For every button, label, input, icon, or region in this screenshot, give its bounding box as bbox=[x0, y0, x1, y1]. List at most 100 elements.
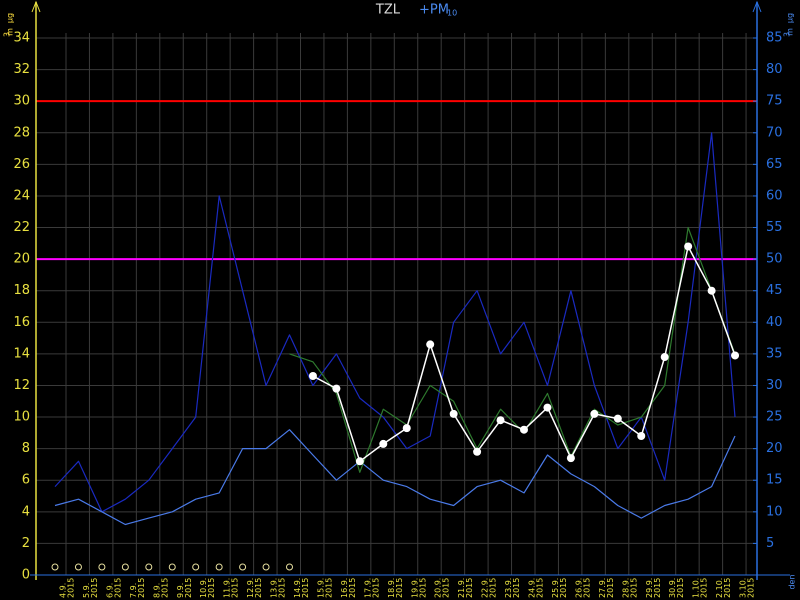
x-tick-label: 10.9. bbox=[199, 578, 208, 598]
x-tick-label: 21.9. bbox=[457, 578, 466, 598]
point bbox=[496, 416, 505, 425]
unit-den: m bbox=[6, 28, 15, 36]
x-tick-label: 28.9. bbox=[621, 578, 630, 598]
x-tick-label: 14.9. bbox=[293, 578, 302, 598]
point bbox=[449, 409, 458, 418]
x-tick-label: 25.9. bbox=[551, 578, 560, 598]
missing-marker bbox=[74, 563, 82, 571]
x-tick-label: 2015 bbox=[395, 578, 404, 598]
missing-marker bbox=[239, 563, 247, 571]
x-tick-label: 2015 bbox=[700, 578, 709, 598]
x-tick-label: 9.9. bbox=[176, 583, 185, 598]
x-tick-label: 16.9. bbox=[340, 578, 349, 598]
x-tick-label: 2015 bbox=[278, 578, 287, 598]
x-tick-label: 1.10. bbox=[692, 578, 701, 598]
x-tick-label: 2015 bbox=[465, 578, 474, 598]
x-tick-label: 7.9. bbox=[129, 583, 138, 598]
missing-marker bbox=[286, 563, 293, 571]
y-tick-label: 6 bbox=[22, 473, 30, 488]
x-tick-label: 26.9. bbox=[574, 578, 583, 598]
y2-tick-label: 25 bbox=[766, 410, 783, 425]
y-unit: μg m 3 bbox=[3, 13, 15, 37]
y-tick-label: 8 bbox=[22, 441, 30, 456]
y-tick-label: 34 bbox=[13, 31, 30, 46]
y2-tick-label: 30 bbox=[766, 378, 783, 393]
x-tick-label: 2015 bbox=[371, 578, 380, 598]
point bbox=[308, 371, 317, 380]
title-tzl: TZL bbox=[375, 3, 401, 18]
missing-marker bbox=[262, 563, 270, 571]
x-tick-label: 5.9. bbox=[82, 583, 91, 598]
x-tick-label: 2015 bbox=[90, 578, 99, 598]
missing-marker bbox=[121, 563, 129, 571]
y-tick-label: 2 bbox=[22, 536, 30, 551]
missing-marker bbox=[51, 563, 59, 571]
point bbox=[707, 286, 716, 295]
unit-exp: 3 bbox=[3, 32, 12, 37]
x-label: den bbox=[788, 574, 797, 589]
point bbox=[355, 457, 364, 466]
y2-tick-label: 15 bbox=[766, 473, 783, 488]
x-tick-label: 2015 bbox=[324, 578, 333, 598]
y-tick-label: 12 bbox=[13, 378, 30, 393]
x-tick-label: 3.10. bbox=[739, 578, 748, 598]
x-tick-label: 2015 bbox=[536, 578, 545, 598]
y2-tick-label: 5 bbox=[766, 536, 774, 551]
x-tick-label: 19.9. bbox=[410, 578, 419, 598]
point bbox=[473, 447, 482, 456]
y2-tick-label: 70 bbox=[766, 125, 783, 140]
y2-tick-label: 10 bbox=[766, 504, 783, 519]
y-tick-label: 24 bbox=[13, 188, 30, 203]
x-tick-label: 23.9. bbox=[504, 578, 513, 598]
y-tick-label: 30 bbox=[13, 94, 30, 109]
y-tick-label: 22 bbox=[13, 220, 30, 235]
x-tick-label: 20.9. bbox=[434, 578, 443, 598]
y2-tick-label: 60 bbox=[766, 188, 783, 203]
x-tick-label: 2015 bbox=[629, 578, 638, 598]
x-tick-label: 8.9. bbox=[152, 583, 161, 598]
x-tick-label: 2015 bbox=[67, 578, 76, 598]
y2-tick-label: 55 bbox=[766, 220, 783, 235]
x-tick-label: 2015 bbox=[676, 578, 685, 598]
point bbox=[660, 353, 669, 362]
y-tick-label: 16 bbox=[13, 315, 30, 330]
x-tick-label: 2015 bbox=[231, 578, 240, 598]
x-tick-label: 4.9. bbox=[59, 583, 68, 598]
x-tick-label: 2015 bbox=[184, 578, 193, 598]
x-tick-label: 2015 bbox=[512, 578, 521, 598]
x-tick-label: 2015 bbox=[606, 578, 615, 598]
y2-tick-label: 20 bbox=[766, 441, 783, 456]
missing-marker bbox=[192, 563, 200, 571]
point bbox=[543, 403, 552, 412]
y-axis-arrow bbox=[31, 0, 41, 13]
y-tick-label: 26 bbox=[13, 157, 30, 172]
point bbox=[590, 409, 599, 418]
x-tick-label: 17.9. bbox=[363, 578, 372, 598]
x-tick-label: 2015 bbox=[559, 578, 568, 598]
x-tick-label: 2015 bbox=[137, 578, 146, 598]
x-tick-label: 22.9. bbox=[481, 578, 490, 598]
y2-tick-label: 85 bbox=[766, 31, 783, 46]
point bbox=[566, 454, 575, 463]
y-tick-label: 20 bbox=[13, 252, 30, 267]
series-line bbox=[54, 132, 736, 513]
series-line bbox=[54, 429, 736, 526]
x-tick-label: 24.9. bbox=[528, 578, 537, 598]
unit-exp: 3 bbox=[783, 32, 792, 37]
point bbox=[426, 340, 435, 349]
y-tick-label: 28 bbox=[13, 125, 30, 140]
missing-marker bbox=[98, 563, 106, 571]
y2-tick-label: 45 bbox=[766, 283, 783, 298]
x-tick-label: 2015 bbox=[489, 578, 498, 598]
y-tick-label: 18 bbox=[13, 283, 30, 298]
x-tick-label: 27.9. bbox=[598, 578, 607, 598]
y2-unit: μg m 3 bbox=[783, 13, 795, 37]
y2-tick-label: 80 bbox=[766, 62, 783, 77]
x-tick-label: 13.9. bbox=[270, 578, 279, 598]
x-tick-label: 2015 bbox=[254, 578, 263, 598]
x-tick-label: 15.9. bbox=[316, 578, 325, 598]
point bbox=[379, 439, 388, 448]
point bbox=[731, 351, 740, 360]
